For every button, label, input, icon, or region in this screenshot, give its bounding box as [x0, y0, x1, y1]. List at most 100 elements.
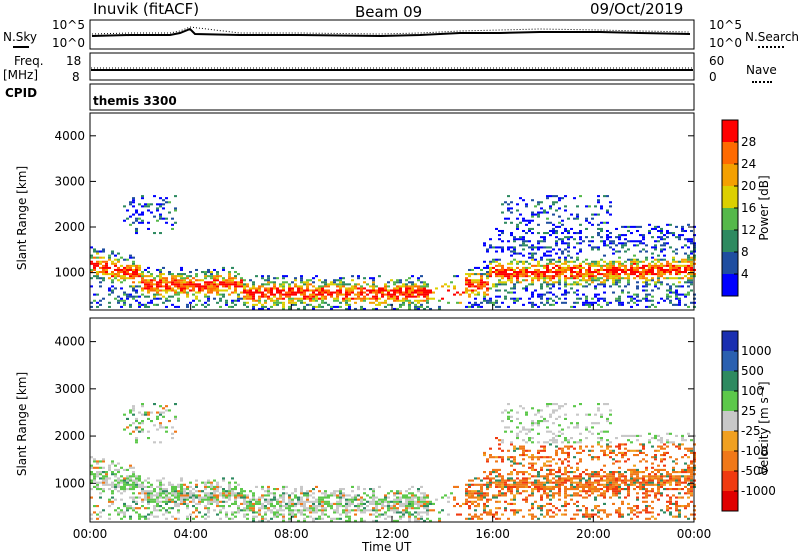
power-cell — [165, 201, 168, 204]
power-cell — [246, 301, 249, 304]
nave-tick-bottom: 0 — [709, 70, 717, 84]
power-cell — [504, 289, 507, 292]
velocity-cell — [519, 430, 522, 433]
power-cell — [204, 287, 207, 290]
velocity-cell — [189, 492, 192, 495]
power-cell — [465, 305, 468, 308]
power-cell — [522, 199, 525, 202]
power-cell — [252, 281, 255, 284]
power-cell — [309, 283, 312, 286]
velocity-cell — [183, 494, 186, 497]
velocity-cell — [549, 490, 552, 493]
velocity-cell — [672, 468, 675, 471]
velocity-cell — [516, 511, 519, 514]
power-cell — [531, 227, 534, 230]
velocity-cell — [141, 515, 144, 518]
power-cell — [552, 293, 555, 296]
power-cell — [612, 248, 615, 251]
velocity-cell — [420, 485, 423, 488]
power-cell — [528, 246, 531, 249]
velocity-cell — [663, 464, 666, 467]
power-cell — [582, 260, 585, 263]
power-cell — [348, 297, 351, 300]
velocity-cell — [321, 511, 324, 514]
power-cell — [405, 299, 408, 302]
velocity-cell — [222, 507, 225, 510]
velocity-cell — [513, 485, 516, 488]
power-cell — [621, 244, 624, 247]
velocity-cell — [309, 509, 312, 512]
velocity-cell — [159, 424, 162, 427]
velocity-cell — [369, 502, 372, 505]
power-cell — [516, 266, 519, 269]
velocity-cell — [630, 471, 633, 474]
power-cell — [594, 287, 597, 290]
power-cell — [588, 283, 591, 286]
power-cell — [120, 277, 123, 280]
power-cell — [282, 293, 285, 296]
power-cell — [633, 254, 636, 257]
power-cell — [207, 271, 210, 274]
velocity-cell — [120, 492, 123, 495]
velocity-cell — [456, 485, 459, 488]
velocity-cell — [558, 490, 561, 493]
power-cell — [495, 295, 498, 298]
power-cell — [576, 256, 579, 259]
power-cell — [102, 264, 105, 267]
velocity-cell — [615, 511, 618, 514]
velocity-cell — [177, 496, 180, 499]
power-cell — [474, 303, 477, 306]
velocity-cell — [195, 507, 198, 510]
power-cell — [240, 283, 243, 286]
velocity-cell — [591, 473, 594, 476]
velocity-cell — [312, 507, 315, 510]
velocity-cell — [195, 494, 198, 497]
velocity-cell — [213, 494, 216, 497]
power-cell — [117, 301, 120, 304]
power-cell — [489, 268, 492, 272]
velocity-cell — [630, 434, 633, 437]
velocity-cell — [543, 449, 546, 452]
power-cell — [660, 268, 663, 272]
velocity-cell — [198, 502, 201, 505]
velocity-cell — [612, 494, 615, 497]
power-cell — [606, 266, 609, 269]
velocity-cell — [678, 445, 681, 448]
velocity-cell — [624, 483, 627, 486]
power-cell — [537, 305, 540, 308]
velocity-cell — [210, 483, 213, 486]
power-cell — [657, 268, 660, 272]
power-cell — [306, 285, 309, 288]
velocity-cell — [135, 475, 138, 478]
velocity-cell — [687, 456, 690, 459]
power-cell — [555, 295, 558, 298]
velocity-cell — [495, 494, 498, 497]
power-cell — [597, 260, 600, 263]
power-cell — [669, 291, 672, 294]
velocity-cell — [672, 515, 675, 518]
velocity-cell — [144, 492, 147, 495]
velocity-cell — [477, 515, 480, 518]
velocity-cell — [531, 505, 534, 508]
velocity-cell — [309, 494, 312, 497]
power-cell — [174, 283, 177, 286]
power-cell — [417, 279, 420, 282]
velocity-cell — [687, 477, 690, 480]
velocity-cell — [372, 509, 375, 512]
power-cell — [552, 266, 555, 269]
power-cell — [318, 305, 321, 308]
velocity-cell — [174, 494, 177, 497]
power-cell — [138, 273, 141, 276]
velocity-cell — [201, 496, 204, 499]
power-cell — [231, 305, 234, 308]
velocity-cell — [150, 511, 153, 514]
power-cell — [501, 268, 504, 272]
velocity-cell — [129, 466, 132, 469]
power-cell — [135, 211, 138, 214]
velocity-cell — [189, 496, 192, 499]
velocity-cell — [561, 428, 564, 431]
velocity-cell — [648, 432, 651, 435]
velocity-cell — [516, 447, 519, 450]
power-cell — [639, 299, 642, 302]
velocity-cell — [420, 500, 423, 503]
